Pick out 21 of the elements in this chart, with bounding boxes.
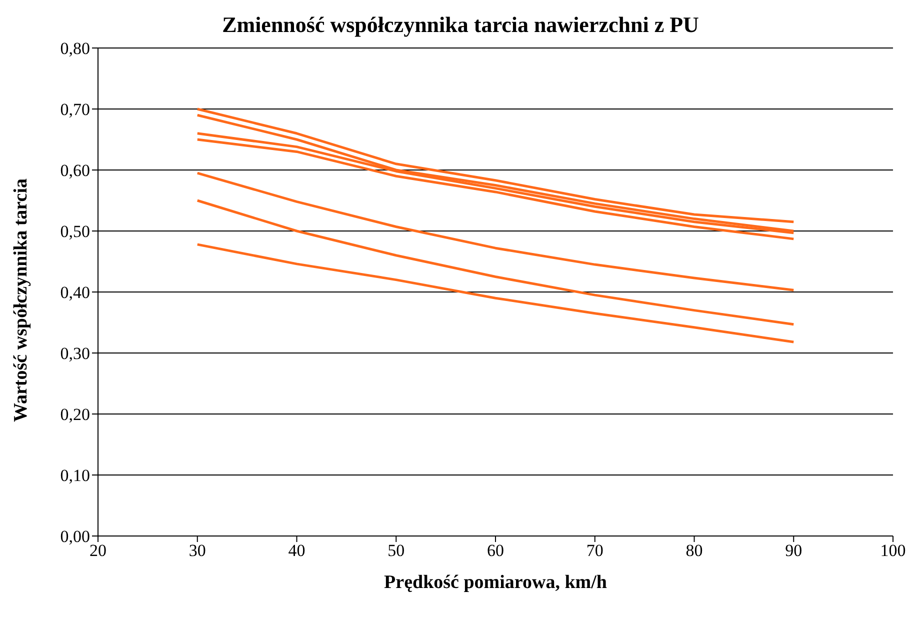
y-tick-label: 0,80 <box>60 39 90 58</box>
x-tick-label: 20 <box>90 541 106 560</box>
x-tick-label: 40 <box>288 541 306 560</box>
y-tick-label: 0,40 <box>60 283 90 302</box>
x-tick-label: 100 <box>880 541 906 560</box>
y-tick-label: 0,60 <box>60 161 90 180</box>
y-tick-label: 0,50 <box>60 222 90 242</box>
y-axis-title: Wartość współczynnika tarcia <box>10 178 32 422</box>
x-tick-label: 90 <box>785 541 802 560</box>
y-tick-label: 0,00 <box>60 527 90 546</box>
chart-title: Zmienność współczynnika tarcia nawierzchni z PU <box>222 12 699 37</box>
x-tick-label: 30 <box>188 541 206 560</box>
x-tick-label: 80 <box>686 541 703 560</box>
x-tick-label: 70 <box>586 541 604 560</box>
y-tick-label: 0,70 <box>60 100 90 120</box>
y-tick-label: 0,10 <box>60 466 90 486</box>
y-tick-label: 0,30 <box>60 344 90 364</box>
y-tick-label: 0,20 <box>60 405 90 424</box>
x-tick-label: 50 <box>388 541 405 560</box>
x-axis-title: Prędkość pomiarowa, km/h <box>384 572 608 593</box>
x-tick-label: 60 <box>487 541 504 560</box>
